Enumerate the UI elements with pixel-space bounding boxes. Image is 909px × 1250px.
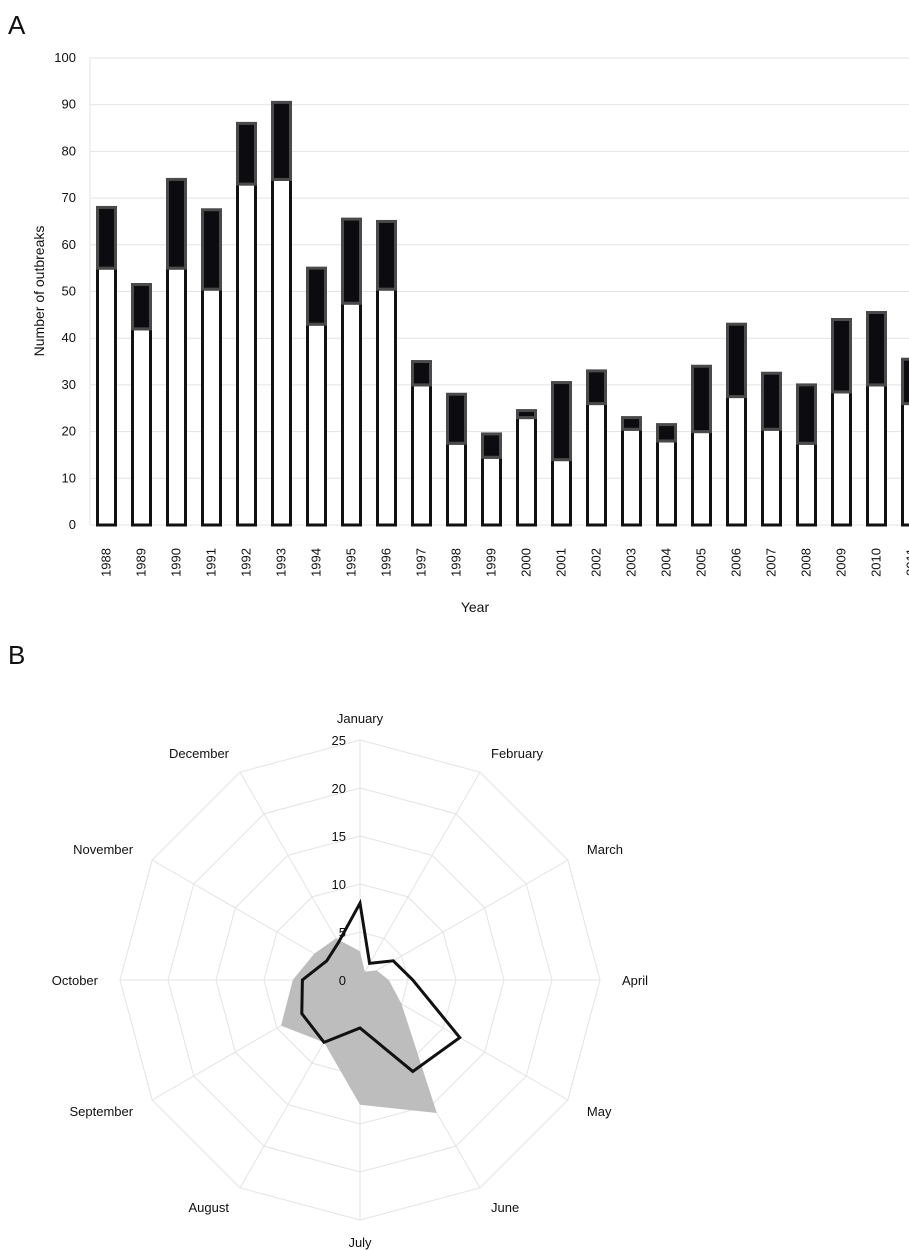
x-tick-label: 2003 bbox=[624, 548, 639, 577]
month-label: June bbox=[491, 1200, 519, 1215]
x-tick-label: 2010 bbox=[869, 548, 884, 577]
x-tick-label: 2009 bbox=[834, 548, 849, 577]
radar-tick-label: 15 bbox=[332, 829, 346, 844]
bar-segment-black bbox=[516, 409, 537, 420]
x-tick-label: 1994 bbox=[309, 548, 324, 577]
bar-segment-black bbox=[866, 311, 887, 387]
month-label: December bbox=[169, 746, 230, 761]
radar-tick-label: 0 bbox=[339, 973, 346, 988]
month-label: January bbox=[337, 711, 384, 726]
x-tick-label: 2008 bbox=[799, 548, 814, 577]
radar-spoke bbox=[359, 859, 569, 981]
bar-segment-black bbox=[831, 318, 852, 394]
month-label: November bbox=[73, 842, 134, 857]
radar-spoke bbox=[359, 771, 481, 981]
month-label: February bbox=[491, 746, 544, 761]
bar-segment-black bbox=[446, 392, 467, 445]
bar-segment-black bbox=[306, 266, 327, 326]
x-tick-label: 1991 bbox=[204, 548, 219, 577]
x-tick-label: 1999 bbox=[484, 548, 499, 577]
y-tick-label: 30 bbox=[62, 377, 76, 392]
x-tick-label: 1998 bbox=[449, 548, 464, 577]
bar-segment-black bbox=[131, 282, 152, 331]
y-tick-label: 80 bbox=[62, 143, 76, 158]
month-label: May bbox=[587, 1104, 612, 1119]
x-tick-label: 2000 bbox=[519, 548, 534, 577]
x-tick-label: 2004 bbox=[659, 548, 674, 577]
bar-segment-black bbox=[341, 217, 362, 305]
panel-b-label: B bbox=[8, 640, 26, 670]
x-tick-label: 2011 bbox=[904, 548, 909, 576]
bar-segment-black bbox=[586, 369, 607, 406]
y-tick-label: 40 bbox=[62, 330, 76, 345]
bar-segment-black bbox=[166, 177, 187, 270]
radar-tick-label: 5 bbox=[339, 925, 346, 940]
bar-segment-black bbox=[96, 205, 117, 270]
bar-segment-black bbox=[726, 322, 747, 399]
y-tick-label: 20 bbox=[62, 424, 76, 439]
radar-series-filled bbox=[281, 938, 437, 1114]
month-label: October bbox=[52, 973, 99, 988]
x-tick-label: 2001 bbox=[554, 548, 569, 577]
panel-a-label: A bbox=[8, 10, 26, 40]
bar-segment-black bbox=[271, 100, 292, 181]
bar-segment-black bbox=[551, 381, 572, 462]
bar-segment-white bbox=[901, 402, 909, 527]
month-label: September bbox=[70, 1104, 134, 1119]
bar-segment-black bbox=[901, 357, 909, 406]
month-label: July bbox=[348, 1235, 372, 1250]
bar-segment-black bbox=[411, 360, 432, 387]
radar-tick-label: 25 bbox=[332, 733, 346, 748]
x-tick-label: 2007 bbox=[764, 548, 779, 577]
bar-segment-black bbox=[656, 423, 677, 443]
bar-segment-black bbox=[796, 383, 817, 445]
y-tick-label: 70 bbox=[62, 190, 76, 205]
x-tick-label: 1990 bbox=[169, 548, 184, 577]
month-label: April bbox=[622, 973, 648, 988]
x-tick-label: 1997 bbox=[414, 548, 429, 577]
x-axis-title: Year bbox=[461, 599, 490, 615]
x-tick-label: 1989 bbox=[134, 548, 149, 577]
x-tick-label: 1995 bbox=[344, 548, 359, 577]
x-tick-label: 2006 bbox=[729, 548, 744, 577]
stacked-bar-chart: 0 10 20 30 40 50 60 70 80 90 100 1988 1989 1990 1991 19… bbox=[31, 50, 909, 615]
x-tick-label: 1992 bbox=[239, 548, 254, 577]
x-tick-label: 2005 bbox=[694, 548, 709, 577]
y-tick-label: 60 bbox=[62, 237, 76, 252]
bar-segment-black bbox=[481, 432, 502, 459]
radar-tick-label: 10 bbox=[332, 877, 346, 892]
y-tick-label: 100 bbox=[54, 50, 76, 65]
x-tick-label: 1993 bbox=[274, 548, 289, 577]
month-label: August bbox=[189, 1200, 230, 1215]
radar-series-line bbox=[300, 898, 462, 1074]
y-tick-label: 0 bbox=[69, 517, 76, 532]
bar-segment-black bbox=[201, 208, 222, 291]
bar-segment-black bbox=[621, 416, 642, 431]
y-tick-label: 50 bbox=[62, 284, 76, 299]
radar-tick-label: 20 bbox=[332, 781, 346, 796]
bar-segment-black bbox=[236, 121, 257, 186]
x-tick-label: 1996 bbox=[379, 548, 394, 577]
bar-segment-black bbox=[376, 219, 397, 291]
bar-segment-black bbox=[691, 364, 712, 434]
x-tick-label: 1988 bbox=[99, 548, 114, 577]
month-label: March bbox=[587, 842, 623, 857]
y-tick-label: 90 bbox=[62, 97, 76, 112]
y-axis-title: Number of outbreaks bbox=[31, 226, 47, 357]
bar-segment-black bbox=[761, 371, 782, 431]
y-tick-label: 10 bbox=[62, 470, 76, 485]
x-tick-label: 2002 bbox=[589, 548, 604, 577]
